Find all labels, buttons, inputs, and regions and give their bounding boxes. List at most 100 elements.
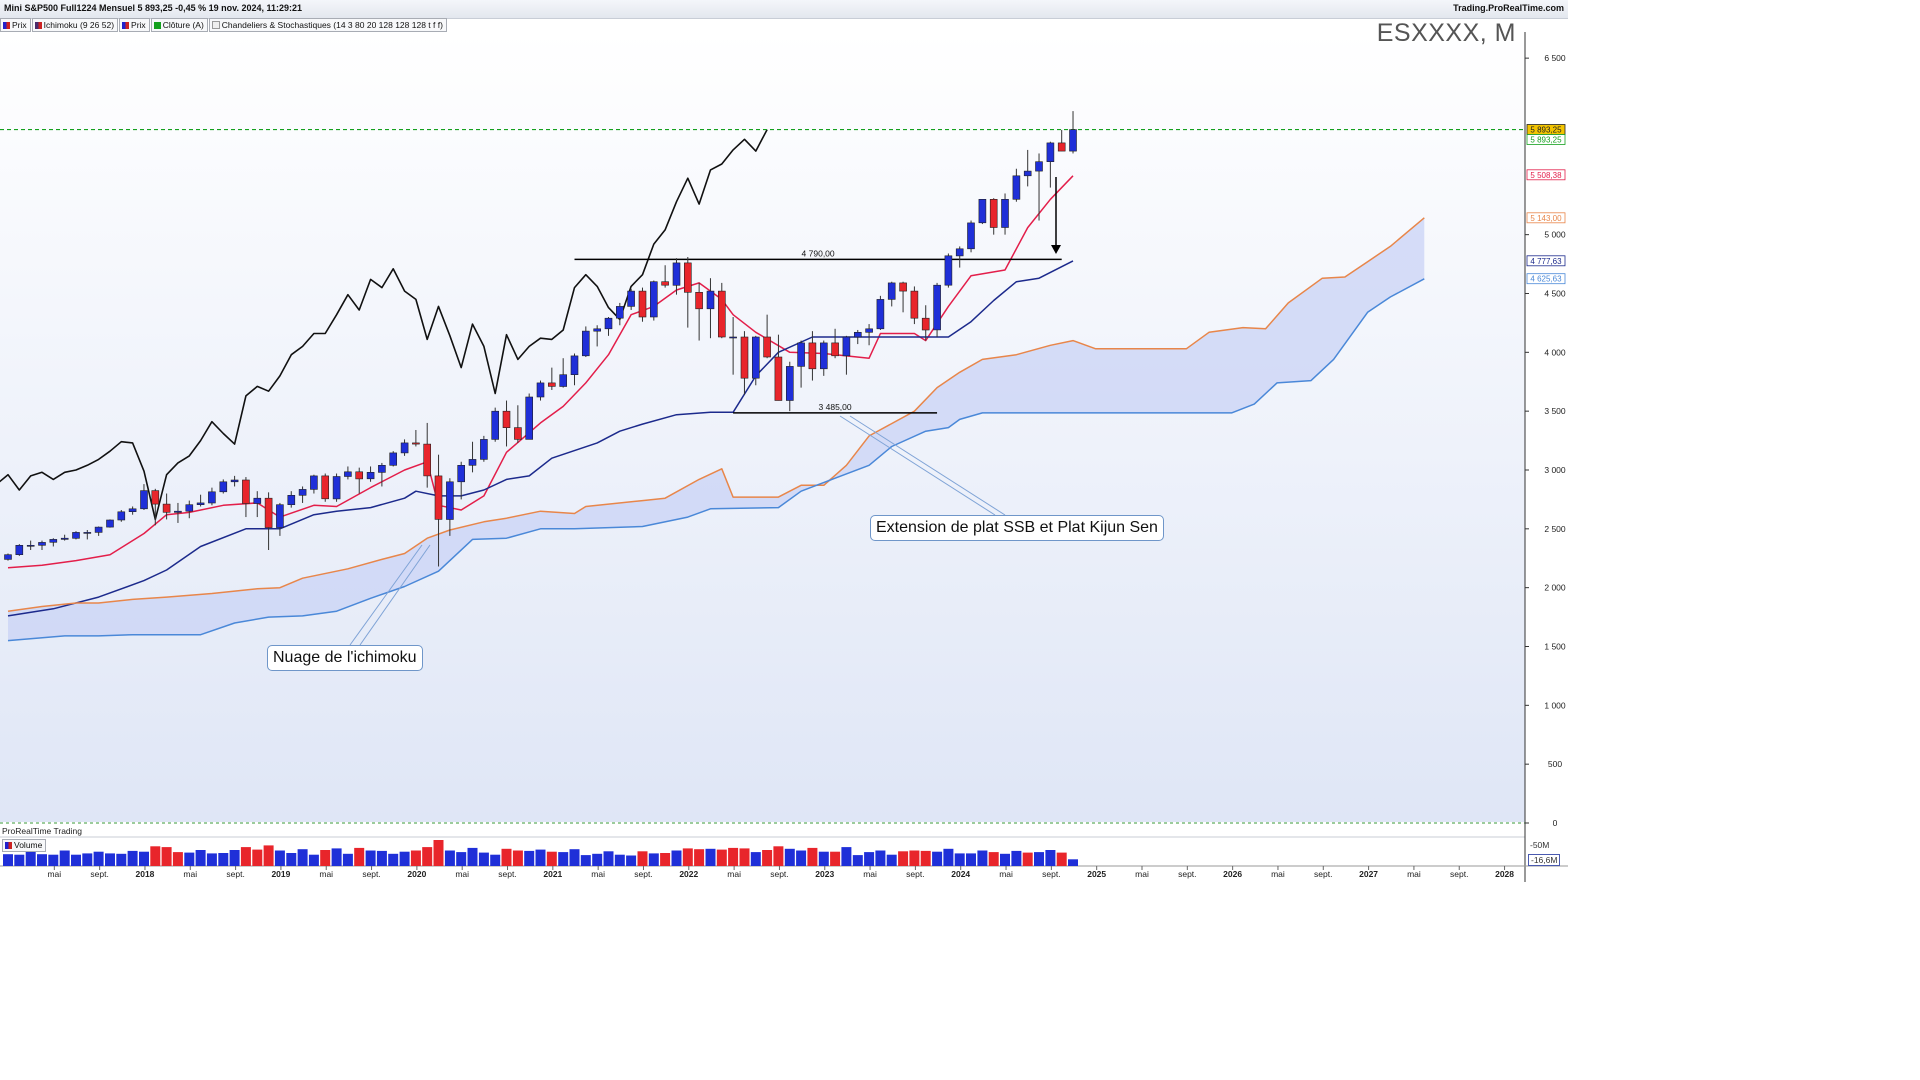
legend-item-price-2[interactable]: Prix [119, 18, 150, 32]
candle-body[interactable] [196, 502, 205, 505]
candle-body[interactable] [174, 510, 182, 513]
candle-body[interactable] [581, 330, 590, 357]
candle-body[interactable] [1057, 142, 1066, 152]
candle-body[interactable] [683, 262, 692, 293]
candle-body[interactable] [910, 290, 919, 319]
candle-body[interactable] [921, 317, 930, 331]
candle-body[interactable] [230, 479, 239, 483]
candle-body[interactable] [151, 490, 160, 505]
candle-body[interactable] [468, 459, 477, 466]
candle-body[interactable] [378, 464, 386, 473]
candle-body[interactable] [559, 374, 568, 387]
candle-body[interactable] [423, 443, 432, 477]
candle-body[interactable] [944, 255, 953, 286]
candle-body[interactable] [842, 336, 851, 357]
candle-body[interactable] [412, 442, 420, 445]
candle-body[interactable] [457, 464, 466, 483]
candle-body[interactable] [797, 342, 805, 367]
candle-body[interactable] [876, 299, 885, 330]
candle-body[interactable] [491, 410, 500, 440]
candle-body[interactable] [887, 282, 896, 300]
candle-body[interactable] [208, 491, 216, 504]
candle-body[interactable] [831, 342, 839, 357]
candle-body[interactable] [672, 262, 681, 286]
candle-body[interactable] [525, 396, 534, 440]
volume-label[interactable]: Volume [2, 839, 47, 852]
candle-body[interactable] [955, 248, 964, 257]
candle-body[interactable] [502, 410, 511, 429]
candle-body[interactable] [706, 290, 715, 310]
candle-body[interactable] [185, 504, 194, 512]
candle-body[interactable] [717, 290, 726, 338]
candle-body[interactable] [989, 199, 998, 228]
candle-body[interactable] [978, 199, 987, 224]
candle-body[interactable] [808, 342, 817, 370]
candle-body[interactable] [4, 554, 12, 560]
legend-item-close[interactable]: Clôture (A) [150, 18, 208, 32]
candle-body[interactable] [400, 442, 409, 454]
candle-body[interactable] [389, 452, 398, 466]
candle-body[interactable] [15, 544, 24, 555]
candle-body[interactable] [649, 281, 658, 318]
candle-body[interactable] [1001, 199, 1009, 228]
candle-body[interactable] [26, 544, 35, 547]
candle-body[interactable] [480, 439, 488, 460]
candle-body[interactable] [366, 471, 375, 480]
candle-body[interactable] [287, 494, 296, 505]
candle-body[interactable] [355, 471, 364, 480]
candle-body[interactable] [638, 290, 647, 318]
legend-item-ichimoku[interactable]: Ichimoku (9 26 52) [31, 18, 119, 32]
legend-item-price[interactable]: Prix [0, 18, 31, 32]
candle-body[interactable] [865, 328, 873, 333]
candle-body[interactable] [1046, 142, 1055, 162]
candle-body[interactable] [106, 519, 114, 528]
candle-body[interactable] [661, 281, 669, 286]
candle-body[interactable] [604, 317, 613, 330]
candle-body[interactable] [49, 539, 58, 543]
candle-body[interactable] [853, 331, 862, 338]
candle-body[interactable] [627, 290, 635, 307]
candle-body[interactable] [1035, 161, 1043, 172]
candle-body[interactable] [819, 342, 828, 370]
candle-body[interactable] [344, 471, 352, 477]
candle-body[interactable] [785, 366, 794, 401]
candle-body[interactable] [264, 497, 273, 528]
candle-body[interactable] [514, 427, 522, 440]
annotation-flat-extension[interactable]: Extension de plat SSB et Plat Kijun Sen [870, 515, 1164, 541]
candle-body[interactable] [933, 284, 941, 331]
candle-body[interactable] [967, 222, 975, 250]
candle-body[interactable] [83, 532, 92, 534]
candle-body[interactable] [1069, 129, 1077, 152]
legend-item-stochastics[interactable]: Chandeliers & Stochastiques (14 3 80 20 … [208, 18, 447, 32]
candle-body[interactable] [1023, 170, 1032, 177]
candle-body[interactable] [729, 336, 737, 339]
candle-body[interactable] [536, 382, 545, 398]
candle-body[interactable] [162, 503, 171, 513]
candle-body[interactable] [751, 336, 760, 379]
candle-body[interactable] [547, 382, 556, 387]
annotation-ichimoku-cloud[interactable]: Nuage de l'ichimoku [267, 645, 423, 671]
candle-body[interactable] [140, 490, 148, 510]
candle-body[interactable] [570, 355, 579, 375]
candle-body[interactable] [1012, 175, 1021, 200]
candle-body[interactable] [434, 475, 443, 520]
candle-body[interactable] [446, 481, 454, 520]
candle-body[interactable] [94, 526, 103, 533]
candle-body[interactable] [615, 306, 624, 319]
candle-body[interactable] [253, 497, 262, 504]
candle-body[interactable] [695, 291, 703, 310]
candle-body[interactable] [740, 336, 749, 379]
candle-body[interactable] [899, 282, 907, 292]
candle-body[interactable] [298, 489, 307, 496]
candle-body[interactable] [38, 542, 46, 546]
candle-body[interactable] [117, 511, 126, 521]
candle-body[interactable] [774, 356, 783, 401]
candle-body[interactable] [321, 475, 330, 500]
candle-body[interactable] [763, 336, 771, 358]
candle-body[interactable] [72, 532, 80, 539]
candle-body[interactable] [242, 479, 250, 504]
candle-body[interactable] [128, 508, 137, 512]
candle-body[interactable] [276, 504, 284, 528]
candle-body[interactable] [332, 476, 341, 500]
candle-body[interactable] [310, 475, 318, 490]
